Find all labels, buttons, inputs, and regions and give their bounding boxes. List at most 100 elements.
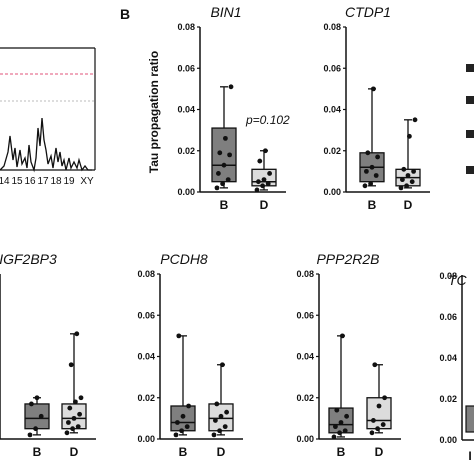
data-point	[365, 150, 371, 156]
data-point	[405, 173, 411, 178]
box-B	[24, 403, 50, 430]
cropped-tick-label: 0.00	[439, 435, 457, 445]
data-point	[254, 187, 260, 193]
cropped-tick-fragment	[466, 96, 474, 104]
data-point	[412, 117, 418, 123]
boxplot-igf2bp3: IGF2BP3 B D	[0, 251, 96, 459]
data-point	[260, 183, 265, 189]
y-tick-label: 0.08	[177, 22, 195, 32]
y-tick-label: 0.00	[137, 434, 155, 444]
data-point	[401, 166, 407, 172]
category-label: D	[217, 445, 226, 459]
data-point	[382, 395, 387, 401]
data-point	[404, 183, 409, 189]
data-point	[380, 422, 386, 427]
data-point	[372, 362, 378, 368]
y-axis-label: Tau propagation ratio	[147, 51, 161, 173]
data-point	[411, 168, 416, 174]
data-point	[220, 362, 225, 368]
category-label: B	[220, 198, 229, 212]
boxplot-bin1: BIN1 0.00 0.02 0.04 0.06 0.08 B Dp=0.102	[177, 4, 290, 212]
data-point	[369, 164, 375, 170]
data-point	[369, 430, 375, 436]
panel-title: CTDP1	[345, 4, 391, 20]
y-tick-label: 0.00	[296, 434, 314, 444]
data-point	[261, 177, 267, 183]
data-point	[217, 150, 223, 156]
panel-title: PCDH8	[160, 251, 208, 267]
association-signal-trace	[0, 117, 92, 173]
panel-title: PPP2R2B	[316, 251, 379, 267]
data-point	[409, 179, 415, 185]
cropped-tick-fragment	[466, 166, 474, 174]
y-tick-label: 0.08	[296, 269, 314, 279]
data-point	[67, 405, 73, 411]
y-tick-label: 0.04	[296, 352, 314, 362]
y-tick-label: 0.06	[323, 63, 341, 73]
data-point	[400, 177, 405, 183]
data-point	[213, 418, 218, 423]
y-tick-label: 0.08	[137, 269, 155, 279]
y-tick-label: 0.02	[323, 146, 341, 156]
y-tick-label: 0.06	[177, 63, 195, 73]
data-point	[227, 152, 233, 158]
data-point	[214, 401, 220, 407]
y-tick-label: 0.04	[323, 105, 341, 115]
data-point	[186, 403, 192, 409]
p-value-annotation: p=0.102	[245, 113, 290, 127]
data-point	[75, 424, 81, 430]
category-label: D	[260, 198, 269, 212]
data-point	[338, 420, 344, 425]
boxplot-ctdp1: CTDP1 0.00 0.02 0.04 0.06 0.08 B D	[323, 4, 430, 212]
data-point	[27, 432, 33, 438]
data-point	[216, 171, 221, 176]
data-point	[221, 162, 227, 168]
data-point	[375, 426, 380, 432]
data-point	[173, 432, 179, 438]
chromosome-tick-label: XY	[80, 176, 94, 187]
cropped-tick-label: 0.02	[439, 394, 457, 404]
data-point	[179, 428, 185, 434]
data-point	[180, 413, 186, 419]
cropped-tick-label: 0.06	[439, 312, 457, 322]
data-point	[342, 428, 348, 434]
data-point	[333, 424, 338, 430]
category-label: B	[33, 445, 42, 459]
data-point	[34, 395, 40, 401]
data-point	[407, 133, 412, 139]
data-point	[220, 181, 226, 187]
data-point	[211, 432, 217, 438]
category-label: B	[337, 445, 346, 459]
data-point	[175, 420, 180, 425]
data-point	[256, 179, 261, 185]
data-point	[331, 434, 337, 440]
data-point	[176, 333, 182, 339]
cropped-category-label: I	[468, 449, 471, 463]
data-point	[222, 424, 228, 430]
data-point	[64, 430, 70, 436]
category-label: B	[179, 445, 188, 459]
data-point	[184, 424, 190, 430]
box-B	[211, 127, 237, 183]
data-point	[376, 403, 382, 409]
edge-panels: TC0.080.060.040.020.00I	[439, 64, 474, 463]
data-point	[371, 418, 376, 423]
y-tick-label: 0.02	[137, 393, 155, 403]
data-point	[375, 154, 380, 160]
data-point	[74, 331, 80, 337]
data-point	[77, 411, 82, 417]
data-point	[223, 135, 228, 141]
y-tick-label: 0.00	[323, 187, 341, 197]
chromosome-tick-label: 19	[63, 176, 75, 187]
data-point	[66, 420, 71, 425]
box-D	[366, 397, 392, 430]
data-point	[340, 333, 345, 339]
data-point	[73, 399, 78, 405]
data-point	[337, 430, 342, 436]
data-point	[267, 171, 272, 176]
data-point	[70, 426, 75, 432]
panel-title: BIN1	[210, 4, 241, 20]
y-tick-label: 0.02	[177, 146, 195, 156]
data-point	[263, 148, 268, 154]
